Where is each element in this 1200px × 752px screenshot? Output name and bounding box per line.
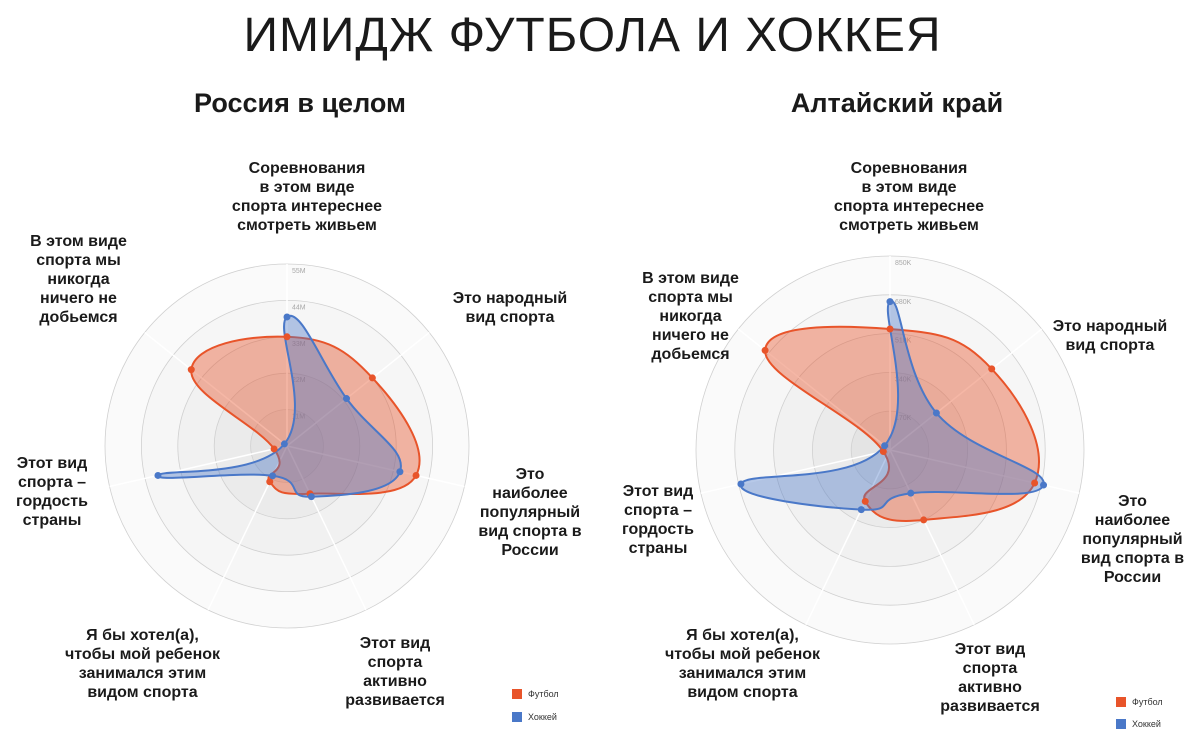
tick-label: 510K [895, 338, 912, 345]
data-point-football [861, 497, 869, 505]
axis-label-never: В этом виде спорта мы никогда ничего не добь… [30, 233, 127, 326]
data-point-hockey [1040, 481, 1048, 489]
data-point-hockey [737, 480, 745, 488]
data-point-hockey [857, 506, 865, 514]
tick-label: 33M [292, 341, 306, 348]
chart-title-altai: Алтайский край [790, 88, 1004, 118]
legend-football-swatch [512, 689, 522, 699]
axis-spoke [286, 445, 465, 488]
axis-spoke [144, 331, 288, 447]
data-point-football [266, 478, 274, 486]
data-point-hockey [269, 472, 277, 480]
series-area-football [190, 335, 421, 496]
axis-spoke [805, 449, 891, 626]
tick-label: 170K [895, 415, 912, 422]
axis-label-pride-r: Этот вид спорта – гордость страны [622, 483, 694, 557]
data-point-football [879, 448, 887, 456]
axis-label-live: Соревнования в этом виде спорта интереснее… [231, 160, 383, 234]
legend-football-r: Футбол [1116, 697, 1163, 707]
axis-label-popular: Это наиболее популярный вид спорта в России [478, 466, 582, 559]
axis-label-folk: Это народный вид спорта [452, 290, 568, 326]
axis-label-never-r: В этом виде спорта мы никогда ничего не добь… [642, 270, 739, 363]
data-point-hockey [907, 489, 915, 497]
data-point-football [270, 445, 278, 453]
data-point-football [988, 365, 996, 373]
data-point-hockey [307, 493, 315, 501]
page-title: ИМИДЖ ФУТБОЛА И ХОККЕЯ [243, 9, 942, 62]
data-point-football [920, 516, 928, 524]
data-point-football [283, 333, 291, 341]
axis-spoke [109, 445, 288, 488]
axis-label-child-r: Я бы хотел(а), чтобы мой ребенок занимался… [664, 627, 821, 701]
tick-label: 11M [292, 414, 305, 421]
legend-football-label: Футбол [528, 689, 559, 699]
axis-label-child: Я бы хотел(а), чтобы мой ребенок занимался… [64, 627, 221, 701]
tick-label: 22M [292, 377, 306, 384]
data-point-hockey [280, 440, 288, 448]
legend-hockey: Хоккей [512, 712, 557, 722]
axis-label-popular-r: Это наиболее популярный вид спорта в России [1080, 493, 1185, 586]
data-point-football [761, 346, 769, 354]
axis-label-live-r: Соревнования в этом виде спорта интереснее… [833, 160, 985, 234]
tick-label: 340K [895, 376, 912, 383]
tick-label: 44M [292, 304, 306, 311]
data-point-hockey [154, 471, 162, 479]
data-point-football [187, 366, 195, 374]
data-point-hockey [283, 313, 291, 321]
data-point-football [412, 471, 420, 479]
tick-label: 850K [895, 260, 912, 267]
legend-hockey-label: Хоккей [528, 712, 557, 722]
data-point-football [368, 374, 376, 382]
axis-spoke [889, 328, 1043, 451]
legend-hockey-swatch [512, 712, 522, 722]
legend-hockey-swatch [1116, 719, 1126, 729]
axis-label-developing-r: Этот вид спорта активно развивается [940, 641, 1040, 715]
legend-hockey-r: Хоккей [1116, 719, 1161, 729]
axis-label-developing: Этот вид спорта активно развивается [345, 635, 445, 709]
data-point-hockey [343, 395, 351, 403]
axis-spoke [889, 449, 1080, 494]
tick-label: 680K [895, 299, 912, 306]
data-point-hockey [396, 468, 404, 476]
axis-label-folk-r: Это народный вид спорта [1052, 318, 1168, 354]
axis-label-pride: Этот вид спорта – гордость страны [16, 455, 88, 529]
legend-hockey-label: Хоккей [1132, 719, 1161, 729]
legend-football-swatch [1116, 697, 1126, 707]
axis-spoke [286, 331, 430, 447]
axis-spoke [286, 445, 367, 611]
axis-spoke [889, 449, 975, 626]
data-point-hockey [932, 409, 940, 417]
data-point-hockey [881, 442, 889, 450]
legend-football-label: Футбол [1132, 697, 1163, 707]
data-point-hockey [886, 298, 894, 306]
axis-spoke [700, 449, 891, 494]
data-point-football [1031, 479, 1039, 487]
tick-label: 55M [292, 268, 306, 275]
data-point-football [886, 325, 894, 333]
chart-title-russia: Россия в целом [194, 88, 406, 118]
legend-football: Футбол [512, 689, 559, 699]
